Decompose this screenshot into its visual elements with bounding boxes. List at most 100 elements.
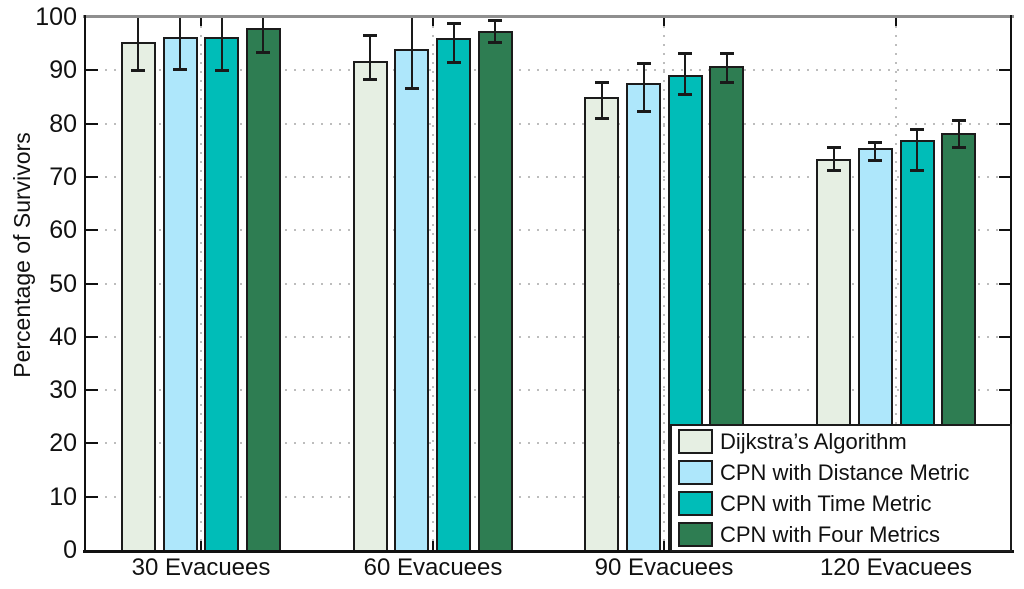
x-tick-mark [663,17,666,26]
x-tick-mark [431,541,434,550]
error-bar-cap [594,80,609,84]
y-tick-mark [85,69,98,72]
error-bar-line [916,129,918,170]
legend-label: CPN with Time Metric [720,490,932,516]
x-tick-mark [199,17,202,26]
error-bar-cap [363,34,378,38]
bar [352,61,388,552]
legend-item: CPN with Distance Metric [678,457,1010,488]
x-category-label: 60 Evacuees [363,554,503,581]
y-tick-mark [85,282,98,285]
h-gridline [87,122,1010,125]
error-bar-cap [131,68,146,72]
error-bar-cap [636,61,651,65]
error-bar-line [410,17,413,89]
bar [245,28,281,552]
error-bar-line [494,20,497,43]
y-tick-mark [999,282,1012,285]
v-gridline [663,17,666,550]
top-axis-line [83,15,1014,18]
error-bar-cap [256,50,271,54]
v-gridline [895,17,898,550]
legend-swatch-icon [678,460,713,485]
y-tick-label: 10 [49,482,77,511]
h-gridline [87,495,1010,498]
legend-swatch-icon [678,429,713,454]
error-bar-cap [678,51,693,55]
y-tick-mark [85,122,98,125]
error-bar-cap [173,68,187,72]
error-bar-line [452,23,455,63]
error-bar-cap [826,168,841,172]
h-gridline [87,442,1010,445]
legend-item: CPN with Time Metric [678,488,1010,519]
legend-label: CPN with Distance Metric [720,459,970,485]
y-tick-mark [85,495,98,498]
error-bar-line [137,17,140,71]
bar [162,36,198,552]
error-bar-line [600,82,603,119]
error-bar-line [725,53,728,82]
error-bar-cap [910,168,924,172]
left-axis-line [84,15,86,553]
legend-item: CPN with Four Metrics [678,519,1010,550]
error-bar-line [684,53,687,95]
error-bar-cap [488,41,503,45]
y-tick-mark [85,335,98,338]
x-tick-mark [431,17,434,26]
bar [204,36,240,552]
bottom-axis-line [83,550,1014,553]
y-tick-label: 80 [49,109,77,138]
h-gridline [87,229,1010,232]
error-bar-line [957,120,960,148]
y-tick-mark [85,175,98,178]
h-gridline [87,335,1010,338]
y-tick-label: 90 [49,56,77,85]
y-tick-label: 30 [49,376,77,405]
error-bar-line [874,142,877,161]
bar [394,49,430,552]
error-bar-cap [594,116,609,120]
v-gridline [199,17,202,550]
y-tick-label: 100 [35,3,77,31]
bar [626,82,661,552]
error-bar-cap [868,140,883,144]
y-tick-label: 40 [49,322,77,351]
error-bar-cap [214,68,229,72]
y-tick-mark [999,389,1012,392]
error-bar-line [262,17,265,53]
bar [436,38,471,552]
bar [120,41,156,552]
bar [477,31,513,552]
x-tick-mark [663,541,666,550]
x-tick-mark [895,17,898,26]
error-bar-cap [719,80,734,84]
legend-label: CPN with Four Metrics [720,521,941,547]
error-bar-cap [951,118,966,122]
error-bar-cap [826,146,841,150]
y-tick-mark [999,122,1012,125]
legend-item: Dijkstra’s Algorithm [678,426,1010,457]
v-gridline [431,17,434,550]
legend-swatch-icon [678,491,713,516]
x-tick-mark [199,541,202,550]
y-axis-title: Percentage of Survivors [9,132,35,378]
right-axis-line [1010,15,1012,553]
y-tick-mark [85,389,98,392]
bar [584,96,620,552]
h-gridline [87,175,1010,178]
legend-swatch-icon [678,522,713,547]
y-tick-label: 50 [49,269,77,298]
legend-label: Dijkstra’s Algorithm [720,428,907,454]
h-gridline [87,282,1010,285]
error-bar-cap [446,60,461,64]
x-category-label: 30 Evacuees [131,554,271,581]
error-bar-cap [951,146,966,150]
y-tick-label: 60 [49,216,77,245]
error-bar-cap [868,159,883,163]
y-tick-label: 0 [63,536,77,564]
y-tick-mark [85,229,98,232]
y-tick-label: 70 [49,162,77,191]
error-bar-cap [636,110,651,114]
error-bar-cap [363,78,378,82]
